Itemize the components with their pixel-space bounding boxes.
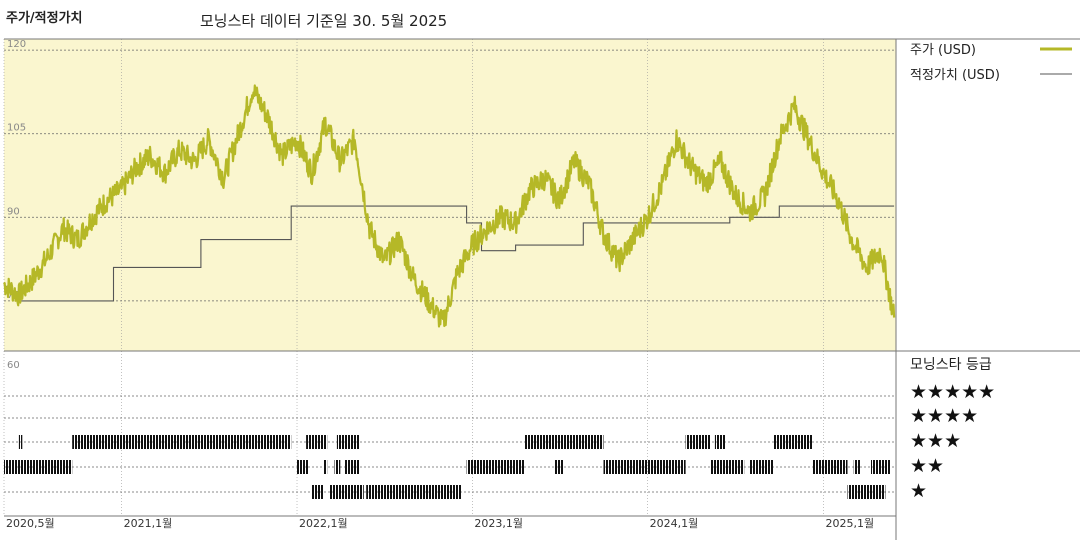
rating-segment <box>72 435 292 449</box>
rating-segment <box>714 435 725 449</box>
price-plot-background <box>4 39 896 351</box>
y-tick-label: 120 <box>7 39 26 50</box>
rating-segment <box>554 460 564 474</box>
rating-segment <box>871 460 891 474</box>
rating-segment <box>336 435 359 449</box>
rating-segment <box>18 435 23 449</box>
x-tick-label: 2024,1월 <box>650 517 699 530</box>
y-tick-label: 90 <box>7 206 20 217</box>
legend-star-5: ★★★★★ <box>910 381 995 403</box>
rating-segment <box>750 460 774 474</box>
x-tick-label: 2023,1월 <box>474 517 523 530</box>
rating-segment <box>685 435 711 449</box>
legend-price-label: 주가 (USD) <box>910 43 976 58</box>
rating-segment <box>334 460 341 474</box>
rating-segment <box>710 460 745 474</box>
rating-segment <box>524 435 604 449</box>
rating-segment <box>603 460 686 474</box>
legend-star-4: ★★★★ <box>910 405 978 427</box>
rating-segment <box>853 460 861 474</box>
y-tick-label: 60 <box>7 360 20 371</box>
rating-segment <box>4 460 73 474</box>
rating-segment <box>847 485 886 499</box>
y-tick-label: 105 <box>7 123 26 134</box>
rating-segment <box>297 460 309 474</box>
rating-segment <box>311 485 324 499</box>
legend-fair-value: 적정가치 (USD) <box>910 68 1072 83</box>
rating-legend-title: 모닝스타 등급 <box>910 357 992 373</box>
rating-segment <box>366 485 462 499</box>
legend-star-3: ★★★ <box>910 430 961 452</box>
rating-segments <box>4 435 891 499</box>
price-line <box>3 84 896 328</box>
center-chart-title: 모닝스타 데이터 기준일 30. 5월 2025 <box>200 12 447 30</box>
x-tick-label: 2022,1월 <box>299 517 348 530</box>
rating-segment <box>329 485 364 499</box>
rating-segment <box>466 460 525 474</box>
legend-star-2: ★★ <box>910 455 944 477</box>
left-chart-title: 주가/적정가치 <box>6 10 83 26</box>
x-tick-label: 2021,1월 <box>124 517 173 530</box>
rating-segment <box>306 435 328 449</box>
x-tick-labels: 2020,5월 2021,1월 2022,1월 2023,1월 2024,1월 2025,… <box>6 517 874 530</box>
x-tick-label: 2025,1월 <box>825 517 874 530</box>
rating-segment <box>812 460 848 474</box>
legend-fair-label: 적정가치 (USD) <box>910 68 1000 83</box>
legend-price: 주가 (USD) <box>910 43 1072 58</box>
rating-segment <box>323 460 328 474</box>
rating-segment <box>774 435 813 449</box>
rating-segment <box>344 460 359 474</box>
legend-star-1: ★ <box>910 480 927 502</box>
x-tick-label: 2020,5월 <box>6 517 55 530</box>
price-series <box>3 84 896 328</box>
